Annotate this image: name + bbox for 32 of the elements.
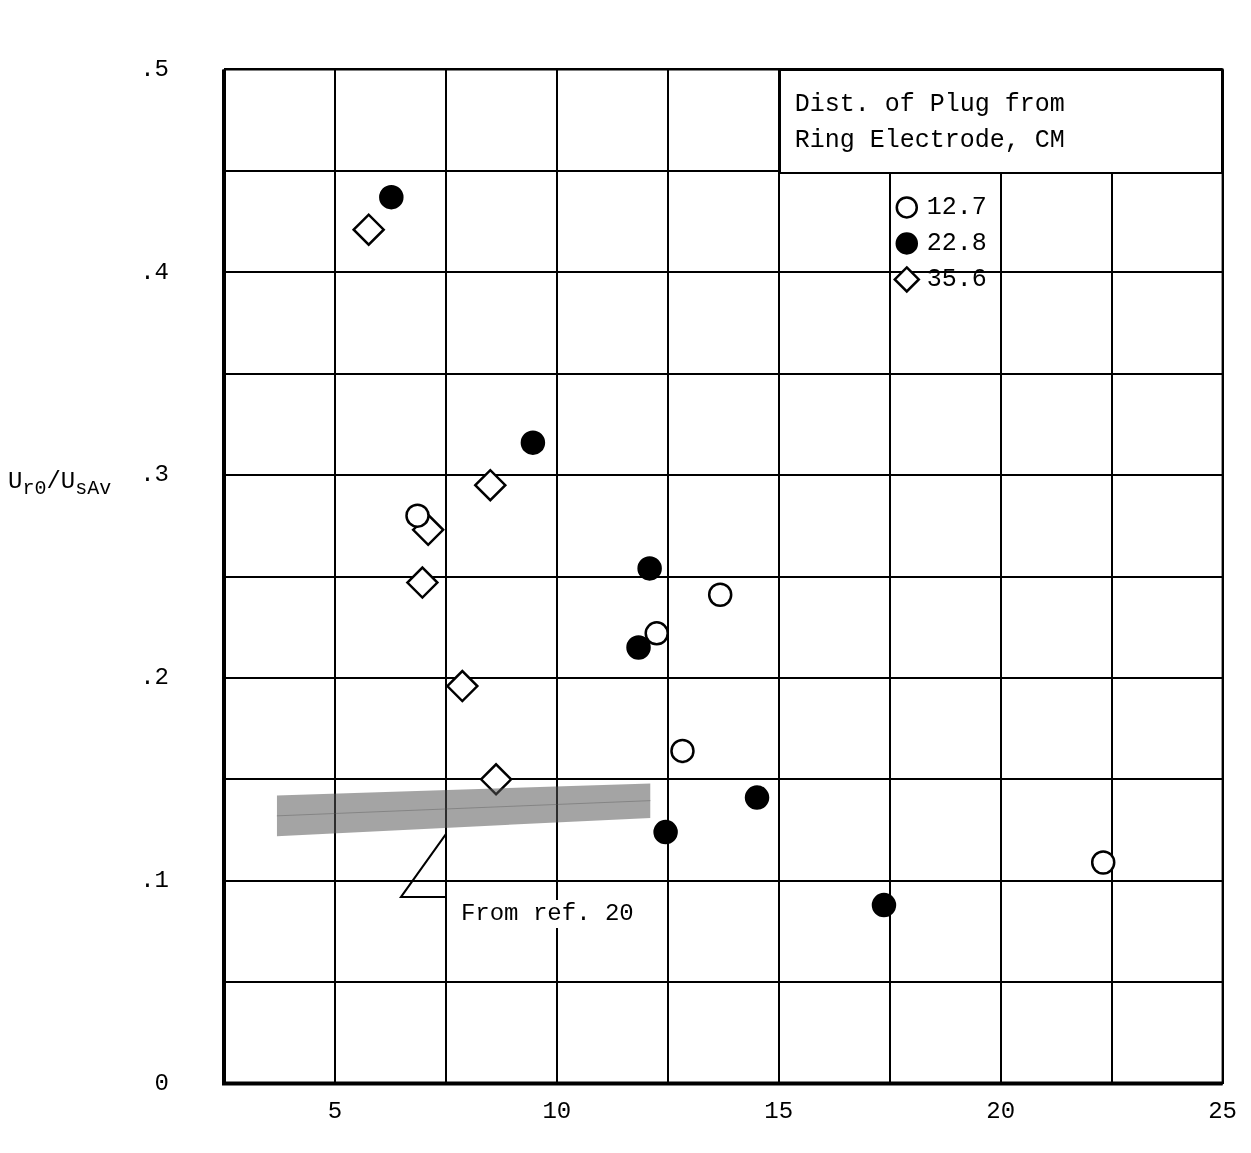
- point: [405, 503, 430, 528]
- point: [474, 468, 507, 502]
- x-tick-label: 5: [327, 1098, 343, 1126]
- y-tick-label: .1: [140, 867, 169, 895]
- point: [707, 582, 733, 608]
- y-tick-label: .3: [140, 461, 169, 489]
- point: [479, 763, 513, 796]
- y-tick-label: .4: [140, 258, 169, 286]
- point: [406, 566, 439, 599]
- point: [871, 892, 897, 918]
- y-tick-label: .2: [140, 664, 169, 692]
- y-tick-label: .5: [140, 55, 169, 83]
- point: [653, 819, 678, 845]
- point: [379, 184, 404, 210]
- point: [626, 635, 651, 660]
- x-tick-label: 10: [542, 1098, 572, 1126]
- y-tick-label: 0: [154, 1069, 169, 1097]
- point: [644, 621, 669, 646]
- x-tick-label: 20: [986, 1098, 1016, 1126]
- annotation: From ref. 20: [460, 900, 634, 928]
- x-tick-label: 15: [764, 1098, 794, 1126]
- point: [670, 738, 695, 764]
- point: [1090, 850, 1116, 875]
- point: [446, 669, 479, 703]
- y-axis-title: U$_{r0}$/U$_{sAv}$: [8, 468, 112, 501]
- point: [520, 430, 546, 455]
- legend-label: 12.7: [926, 193, 987, 223]
- x-tick-label: 25: [1208, 1098, 1237, 1126]
- point: [352, 213, 385, 246]
- point: [744, 785, 770, 810]
- legend-label: 22.8: [926, 229, 987, 259]
- point: [637, 556, 662, 581]
